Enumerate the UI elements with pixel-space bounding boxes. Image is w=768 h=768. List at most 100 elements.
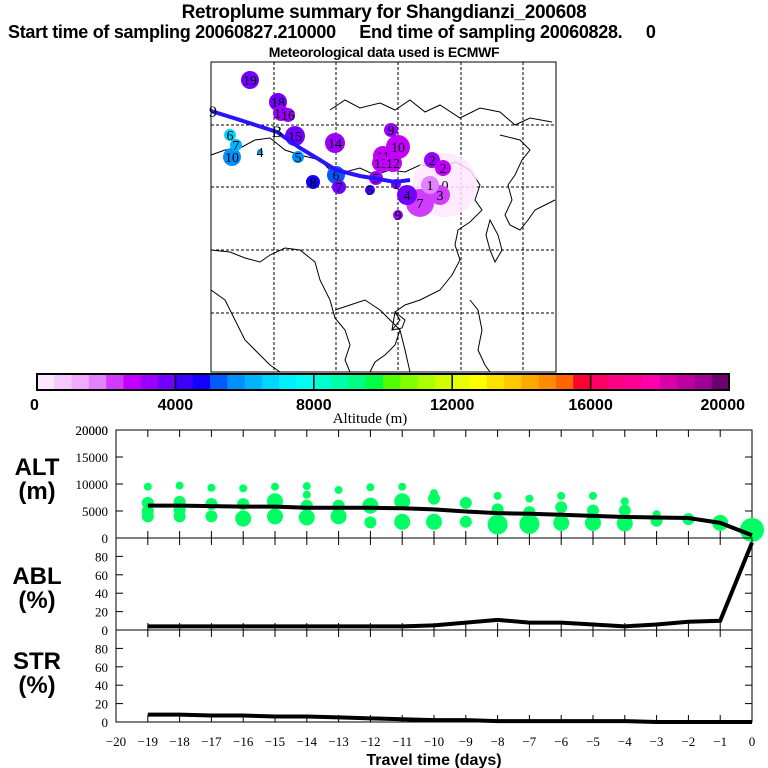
x-tick-label: −4	[618, 734, 632, 749]
cluster-marker: 7	[332, 180, 346, 196]
trajectory-marker-label: 9	[209, 104, 217, 121]
cluster-marker: 5	[292, 151, 304, 166]
scatter-point	[487, 514, 508, 535]
colorbar-frame	[36, 373, 730, 391]
y-tick-label: 60	[95, 568, 108, 583]
x-tick-label: −20	[106, 734, 126, 749]
scatter-point	[589, 491, 597, 500]
cluster-label: 12	[386, 157, 400, 172]
colorbar-swatch	[486, 374, 505, 390]
altitude-colorbar	[36, 373, 730, 391]
cluster-marker: 10	[223, 148, 241, 166]
scatter-point	[493, 491, 502, 500]
cluster-marker: 8	[306, 175, 320, 191]
cluster-circle	[241, 71, 259, 89]
y-tick-label: 0	[102, 623, 109, 638]
x-tick-label: −15	[265, 734, 285, 749]
colorbar-swatch	[434, 374, 453, 390]
cluster-marker: 9	[384, 123, 398, 139]
scatter-point	[330, 508, 347, 525]
cluster-circle	[306, 175, 320, 189]
y-tick-label: 20000	[76, 423, 109, 438]
x-tick-label: −7	[522, 734, 536, 749]
str-panel-ylabel: STR (%)	[2, 650, 72, 698]
colorbar-swatch	[573, 374, 592, 390]
cluster-label: 1	[393, 178, 400, 193]
scatter-point	[141, 510, 154, 523]
cluster-marker: 4	[257, 146, 264, 161]
cluster-marker: 14	[325, 133, 345, 153]
y-tick-label: 15000	[76, 450, 109, 465]
x-tick-label: −8	[491, 734, 505, 749]
colorbar-swatch	[279, 374, 297, 390]
colorbar-swatch	[37, 374, 55, 390]
cluster-circle	[257, 149, 263, 155]
colorbar-swatch	[521, 374, 540, 390]
x-tick-label: −17	[201, 734, 222, 749]
cluster-circle	[424, 152, 440, 168]
cluster-label: 10	[391, 141, 405, 156]
colorbar-swatch	[400, 374, 419, 390]
colorbar-swatch	[365, 374, 384, 390]
y-tick-label: 80	[95, 641, 108, 656]
scatter-point	[426, 513, 442, 530]
scatter-point	[143, 482, 152, 491]
coastlines	[210, 99, 556, 373]
x-tick-label: 0	[749, 734, 756, 749]
cluster-circle	[421, 176, 439, 194]
cluster-marker: 12	[384, 154, 402, 172]
abl-panel-ylabel: ABL (%)	[2, 565, 72, 613]
scatter-point	[205, 510, 218, 523]
alt-mean-line	[147, 503, 753, 538]
colorbar-swatch	[383, 374, 401, 390]
colorbar-tick-labels: 0 4000 8000 12000 16000 20000	[30, 397, 745, 414]
scatter-point	[302, 482, 311, 491]
cluster-marker: 5	[365, 184, 375, 199]
map-panel: 0710151411431918106131211722168795675519…	[209, 61, 557, 373]
panel-frame	[115, 629, 753, 723]
scatter-point	[175, 481, 184, 490]
retroplume-clusters: 0710151411431918106131211722168795675519…	[223, 71, 477, 224]
scatter-point	[302, 490, 311, 499]
cluster-marker: 2	[435, 160, 451, 177]
y-tick-label: 5000	[82, 504, 108, 519]
colorbar-swatch	[313, 374, 332, 390]
colorbar-label: Altitude (m)	[333, 411, 408, 427]
x-tick-label: −3	[650, 734, 664, 749]
x-tick-label: −14	[297, 734, 318, 749]
colorbar-tick-label: 20000	[701, 397, 746, 414]
colorbar-swatch	[642, 374, 661, 390]
cluster-label: 14	[328, 137, 342, 152]
x-tick-label: −19	[138, 734, 158, 749]
colorbar-swatch	[504, 374, 522, 390]
map-frame	[210, 61, 557, 373]
trajectory-markers: B9	[209, 104, 282, 141]
cluster-label: 6	[227, 129, 234, 144]
cluster-label: 2	[440, 162, 447, 177]
y-tick-label: 40	[95, 678, 108, 693]
colorbar-swatch	[469, 374, 488, 390]
x-tick-label: −18	[169, 734, 189, 749]
colorbar-tick-label: 8000	[296, 397, 332, 414]
scatter-point	[459, 515, 472, 528]
scatter-point	[334, 485, 343, 494]
cluster-label: 7	[417, 197, 424, 212]
panel-frame	[115, 537, 753, 631]
colorbar-swatch	[625, 374, 643, 390]
scatter-point	[587, 504, 599, 517]
cluster-label: 5	[367, 184, 374, 199]
colorbar-swatch	[244, 374, 263, 390]
colorbar-swatch	[694, 374, 713, 390]
scatter-point	[362, 497, 379, 514]
y-tick-label: 0	[102, 531, 109, 546]
colorbar-swatch	[261, 374, 280, 390]
cluster-label: 6	[333, 169, 340, 184]
scatter-point	[519, 513, 540, 534]
x-tick-label: −6	[554, 734, 568, 749]
colorbar-tick-label: 0	[30, 397, 39, 414]
colorbar-swatch	[54, 374, 73, 390]
colorbar-swatch	[296, 374, 315, 390]
scatter-point	[235, 510, 252, 527]
